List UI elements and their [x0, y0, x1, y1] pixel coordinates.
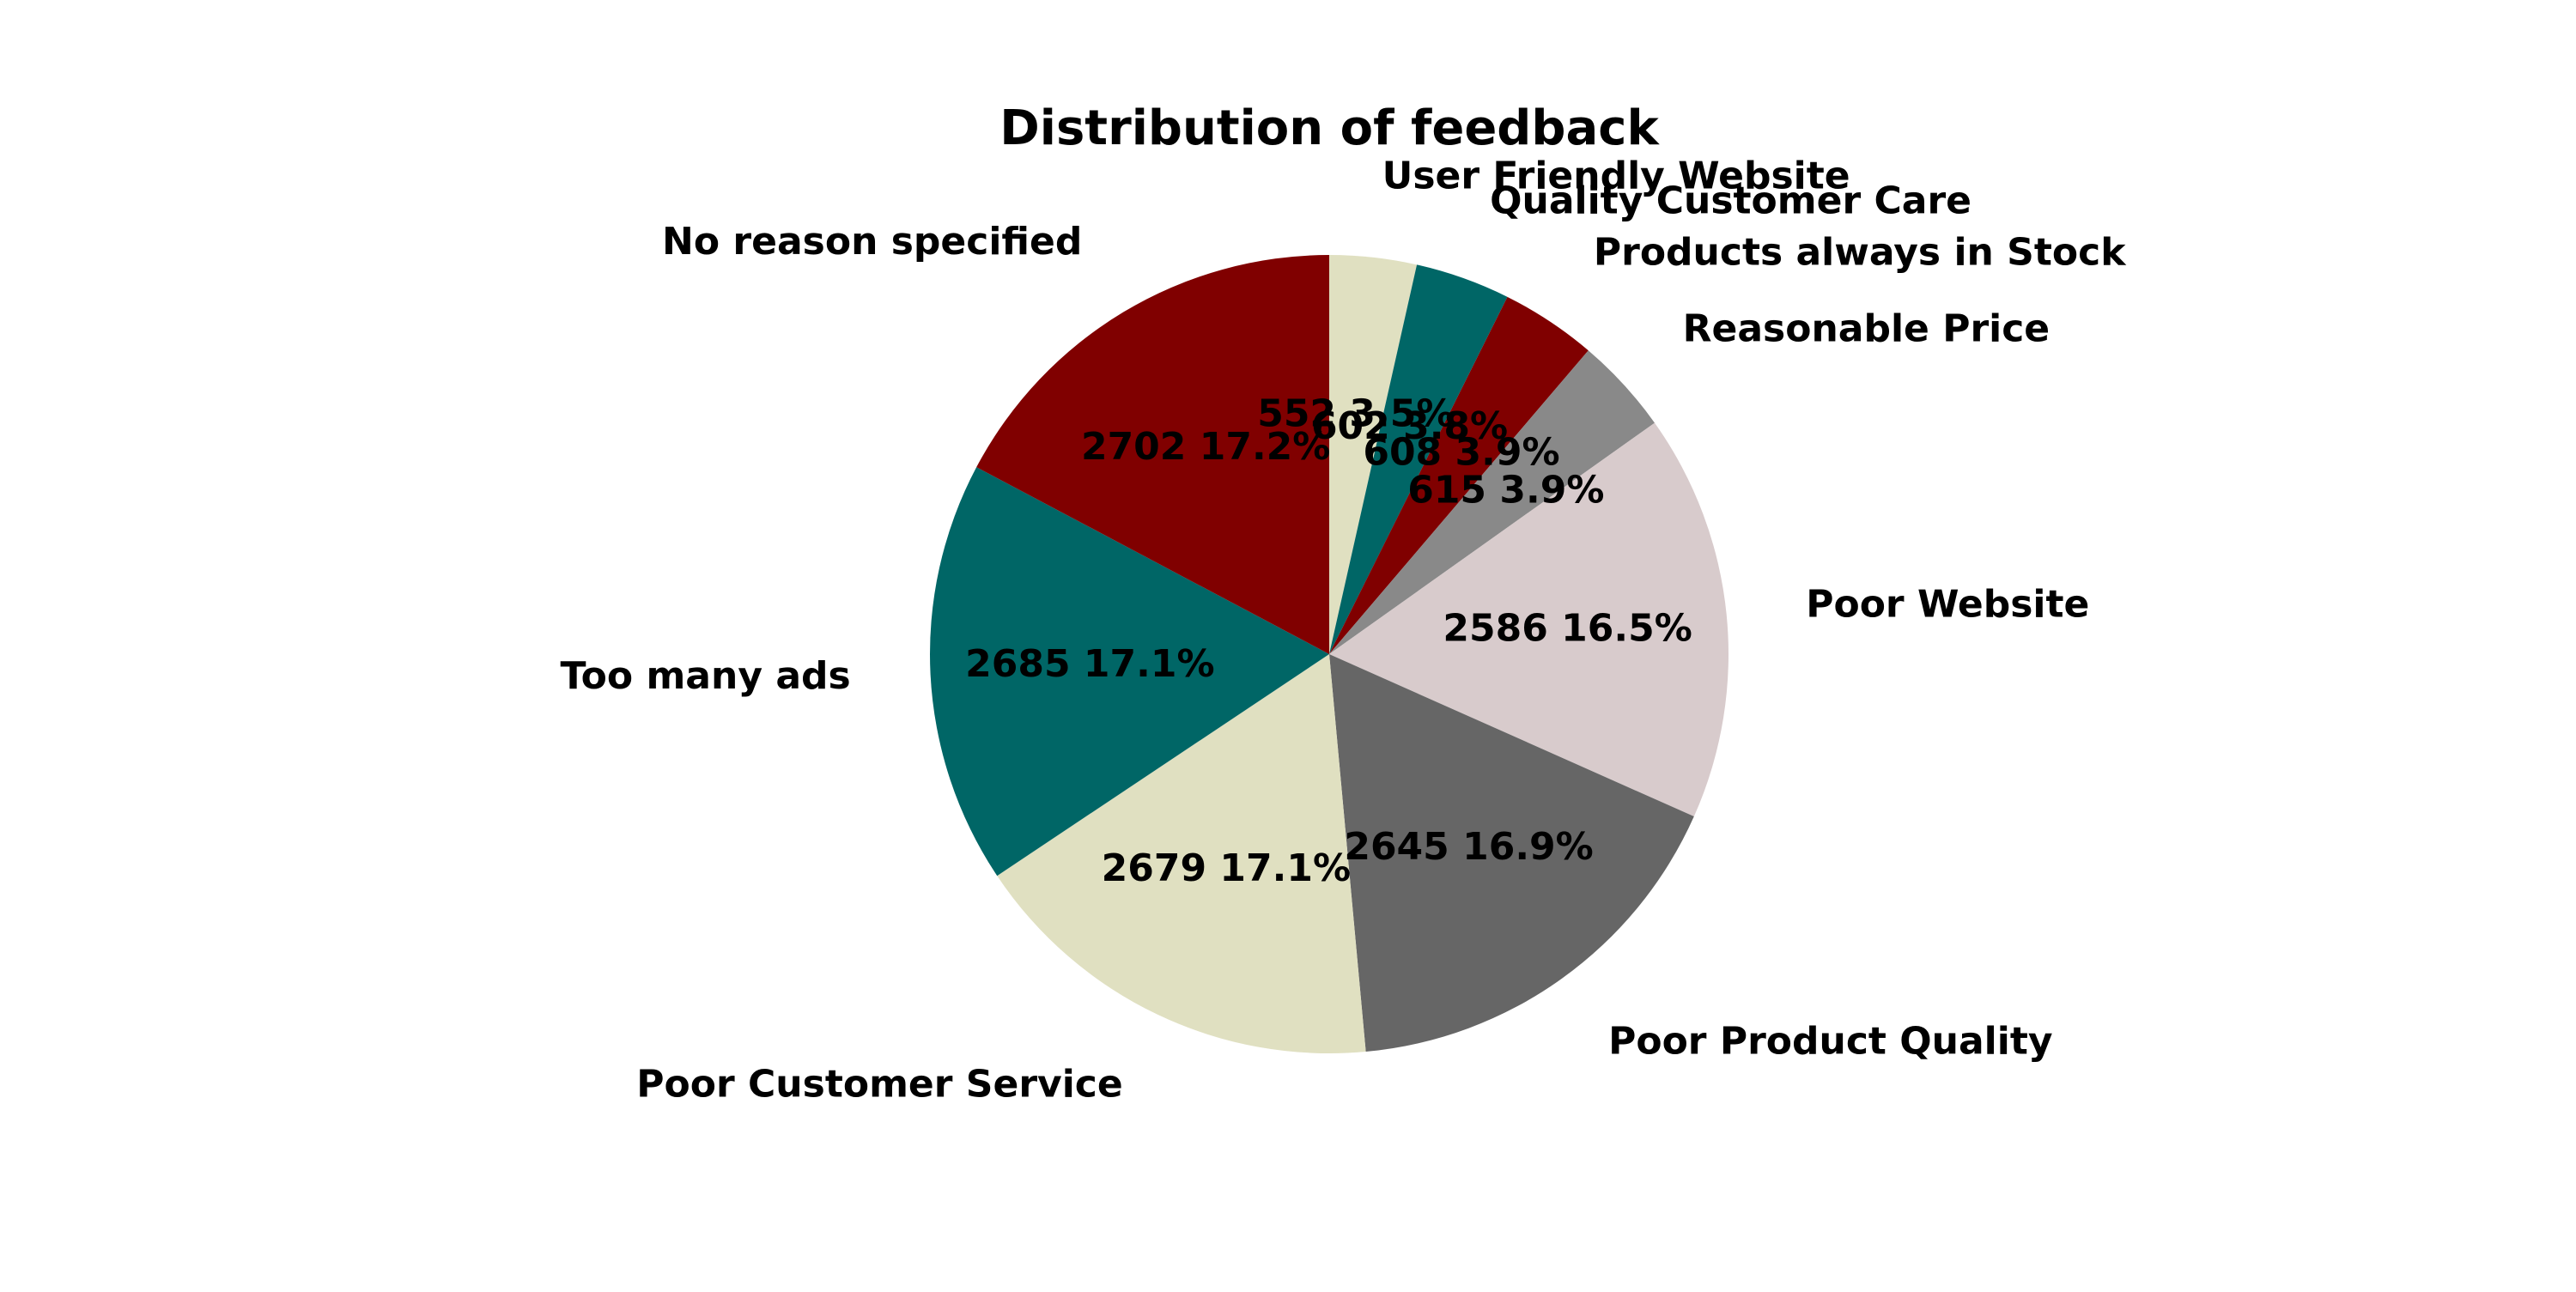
slice-value-label: 2645 16.9%	[1344, 825, 1593, 869]
slice-value-label: 615 3.9%	[1407, 469, 1604, 513]
slice-label: Too many ads	[561, 654, 851, 698]
chart-title: Distribution of feedback	[999, 100, 1660, 156]
pie-slice	[1329, 296, 1589, 654]
percent-labels: 552 3.5%602 3.8%608 3.9%615 3.9% 2586 16.…	[965, 392, 1692, 890]
pie-slices	[930, 255, 1728, 1053]
pie-slice	[976, 255, 1329, 654]
pie-slice	[1329, 350, 1656, 654]
pie-slice	[1329, 255, 1418, 654]
pie-slice	[930, 467, 1329, 876]
slice-label: User Friendly Website	[1382, 154, 1850, 197]
slice-value-label: 2685 17.1%	[965, 642, 1214, 686]
pie-slice	[997, 654, 1366, 1053]
slice-label: Reasonable Price	[1683, 306, 2050, 350]
slice-value-label: 2679 17.1%	[1102, 846, 1351, 890]
slice-value-label: 552 3.5%	[1257, 392, 1454, 436]
slice-label: Poor Product Quality	[1608, 1020, 2052, 1064]
slice-value-label: 2702 17.2%	[1081, 425, 1330, 469]
pie-slice	[1329, 264, 1508, 654]
slice-value-label: 2586 16.5%	[1443, 606, 1692, 650]
slice-value-label: 608 3.9%	[1363, 430, 1559, 474]
slice-label: Quality Customer Care	[1490, 179, 1971, 222]
slice-label: Products always in Stock	[1594, 231, 2127, 275]
slice-value-label: 602 3.8%	[1311, 404, 1508, 448]
slice-label: No reason specified	[662, 220, 1082, 264]
pie-slice	[1329, 654, 1694, 1052]
slice-label: Poor Website	[1806, 583, 2089, 627]
pie-slice	[1329, 422, 1728, 817]
slice-label: Poor Customer Service	[636, 1063, 1122, 1107]
